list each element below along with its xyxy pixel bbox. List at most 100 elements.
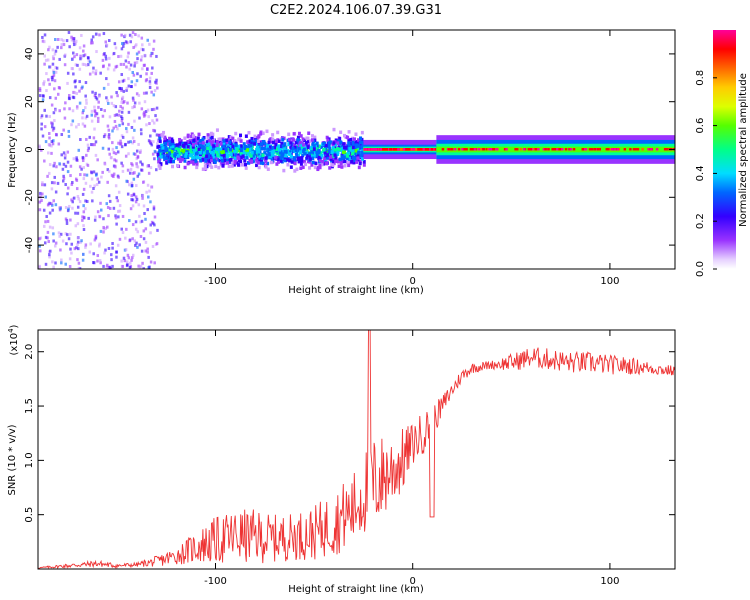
heatmap-cell: [288, 159, 292, 163]
heatmap-cell: [52, 139, 55, 143]
heatmap-cell: [90, 119, 94, 123]
heatmap-cell: [51, 62, 55, 66]
heatmap-cell: [88, 60, 92, 64]
heatmap-cell: [247, 145, 251, 150]
heatmap-cell: [607, 148, 610, 151]
heatmap-cell: [175, 143, 179, 147]
heatmap-cell: [217, 147, 221, 152]
heatmap-cell: [424, 148, 428, 151]
heatmap-cell: [87, 59, 91, 63]
heatmap-cell: [73, 247, 77, 251]
heatmap-cell: [68, 97, 71, 101]
heatmap-cell: [192, 148, 196, 153]
chart-title: C2E2.2024.106.07.39.G31: [270, 3, 442, 18]
heatmap-cell: [124, 40, 128, 44]
heatmap-cell: [127, 152, 130, 156]
heatmap-cell: [240, 152, 244, 156]
heatmap-cell: [229, 149, 233, 154]
heatmap-cell: [183, 144, 187, 149]
heatmap-cell: [75, 106, 79, 110]
heatmap-cell: [208, 163, 212, 168]
heatmap-cell: [98, 33, 101, 37]
heatmap-cell: [117, 215, 120, 219]
heatmap-cell: [81, 258, 85, 262]
heatmap-cell: [135, 52, 139, 56]
heatmap-cell: [297, 156, 301, 161]
heatmap-cell: [81, 218, 84, 222]
heatmap-cell: [310, 150, 314, 154]
heatmap-cell: [143, 53, 147, 57]
heatmap-cell: [316, 167, 320, 172]
heatmap-cell: [154, 80, 157, 84]
heatmap-cell: [433, 148, 436, 151]
heatmap-cell: [107, 128, 111, 132]
heatmap-cell: [117, 113, 121, 117]
heatmap-cell: [347, 144, 351, 149]
heatmap-cell: [120, 47, 124, 51]
colorbar: 0.0 0.2 0.4 0.6 0.8 Normalized spectral ampl…: [695, 30, 749, 277]
heatmap-cell: [217, 165, 221, 170]
heatmap-cell: [98, 94, 101, 98]
heatmap-cell: [527, 148, 531, 151]
heatmap-cell: [291, 146, 295, 151]
heatmap-cell: [52, 57, 55, 61]
heatmap-cell: [266, 161, 270, 166]
heatmap-cell: [158, 139, 162, 144]
heatmap-cell: [124, 59, 128, 63]
heatmap-cell: [69, 232, 72, 236]
heatmap-cell: [488, 148, 491, 151]
heatmap-cell: [279, 159, 283, 163]
heatmap-cell: [102, 86, 106, 90]
heatmap-cell: [127, 110, 131, 114]
heatmap-cell: [338, 136, 342, 141]
heatmap-cell: [232, 146, 236, 150]
heatmap-cell: [83, 124, 87, 128]
heatmap-cell: [102, 264, 105, 268]
heatmap-cell: [49, 249, 52, 253]
heatmap-cell: [112, 68, 116, 72]
heatmap-cell: [351, 140, 355, 145]
heatmap-cell: [71, 36, 75, 40]
heatmap-cell: [84, 81, 88, 85]
heatmap-cell: [122, 44, 125, 48]
heatmap-cell: [234, 158, 238, 163]
heatmap-cell: [397, 148, 400, 151]
heatmap-cell: [171, 159, 175, 164]
heatmap-cell: [254, 157, 258, 161]
heatmap-cell: [156, 152, 160, 157]
colorbar-tick-label: 0.2: [695, 213, 706, 229]
heatmap-cell: [60, 261, 63, 265]
heatmap-cell: [141, 194, 144, 198]
heatmap-cell: [101, 146, 105, 150]
heatmap-cell: [370, 148, 373, 151]
heatmap-cell: [102, 135, 106, 139]
heatmap-cell: [76, 240, 80, 244]
heatmap-cell: [170, 149, 174, 154]
heatmap-cell: [38, 145, 41, 149]
heatmap-cell: [147, 115, 150, 119]
heatmap-cell: [515, 148, 519, 151]
heatmap-cell: [130, 258, 133, 262]
heatmap-cell: [347, 163, 351, 168]
heatmap-cell: [135, 197, 139, 201]
heatmap-cell: [178, 137, 182, 142]
heatmap-cell: [201, 158, 205, 162]
heatmap-cell: [598, 148, 601, 151]
heatmap-cell: [345, 154, 349, 158]
heatmap-cell: [326, 138, 330, 142]
heatmap-cell: [333, 148, 337, 152]
heatmap-cell: [453, 148, 457, 151]
heatmap-cell: [78, 46, 82, 50]
heatmap-cell: [82, 109, 85, 113]
heatmap-cell: [309, 139, 313, 143]
heatmap-cell: [71, 57, 74, 61]
heatmap-cell: [357, 154, 361, 158]
heatmap-cell: [299, 162, 303, 166]
heatmap-cell: [258, 155, 262, 159]
heatmap-cell: [68, 94, 71, 98]
heatmap-cell: [421, 148, 424, 151]
colorbar-tick-label: 0.4: [695, 165, 706, 181]
heatmap-cell: [84, 116, 88, 120]
heatmap-cell: [131, 237, 134, 241]
colorbar-tick-label: 0.0: [695, 261, 706, 277]
